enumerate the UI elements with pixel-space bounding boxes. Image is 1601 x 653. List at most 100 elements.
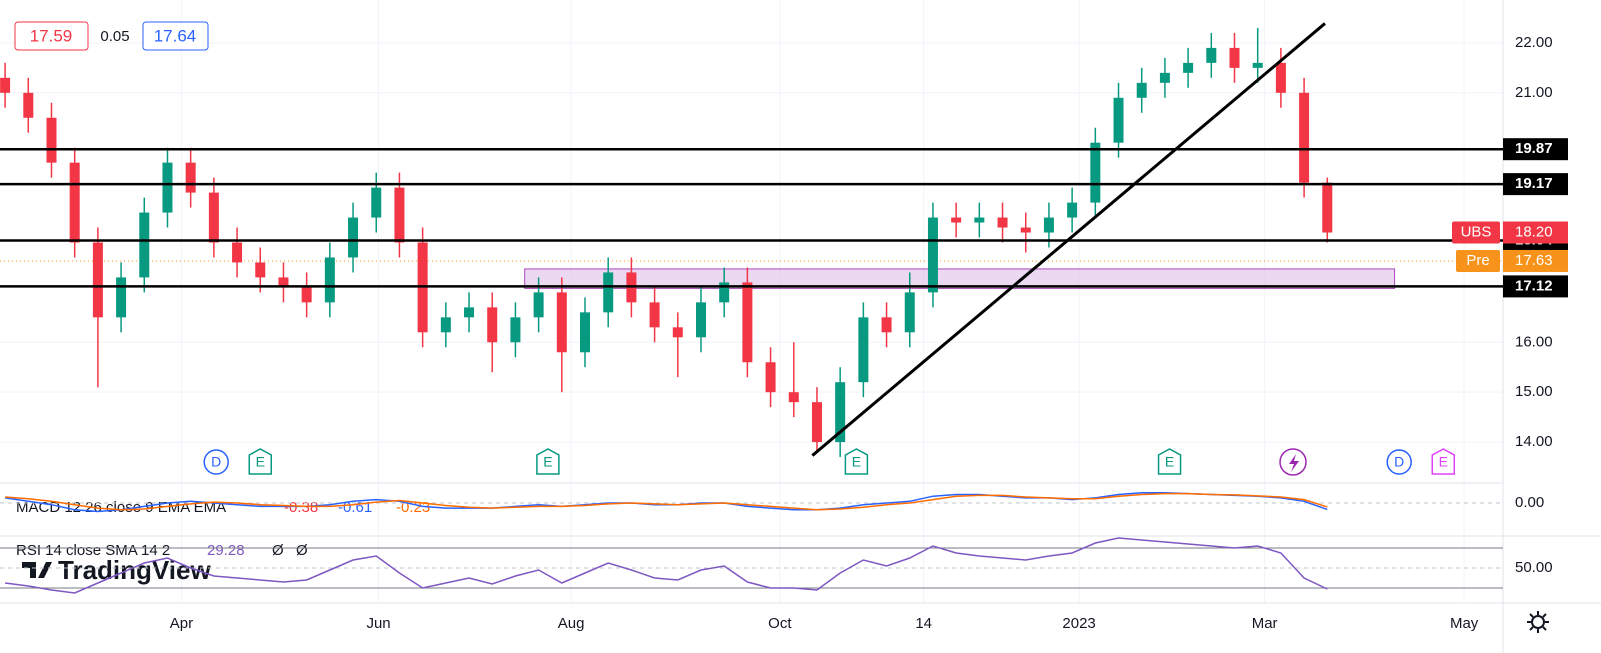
candle-body [324, 257, 335, 303]
y-tick-label: 21.00 [1515, 84, 1553, 101]
event-badge [203, 449, 229, 475]
settings-icon[interactable] [1527, 611, 1549, 633]
pre-price-box [1503, 249, 1568, 272]
ask-box[interactable] [142, 21, 209, 51]
y-tick-label: 15.00 [1515, 383, 1553, 400]
rsi-extra: Ø [296, 542, 308, 559]
event-badge [1386, 449, 1412, 475]
candle-body [1043, 217, 1054, 233]
candle-body [487, 307, 498, 343]
x-tick-label: Apr [170, 615, 193, 632]
candle-body [974, 217, 985, 223]
event-badge [1157, 448, 1182, 475]
candle-body [951, 217, 962, 223]
event-badge [536, 448, 560, 475]
last-price-label: 18.20 [1515, 223, 1553, 240]
candle-body [92, 242, 103, 318]
candle-body [1113, 97, 1124, 143]
candle-body [232, 242, 243, 263]
candle-body [742, 282, 753, 363]
candle-body [1183, 62, 1194, 73]
candle-body [46, 117, 57, 163]
level-label-box [1503, 173, 1568, 196]
rsi-value: 29.28 [207, 542, 245, 559]
level-label: 19.17 [1515, 175, 1553, 192]
event-marker[interactable]: D [203, 449, 229, 475]
candle-body [788, 392, 799, 403]
price-zone [524, 268, 1396, 289]
event-marker[interactable]: E [1431, 448, 1456, 475]
y-tick-label: 0.00 [1515, 494, 1544, 511]
event-marker[interactable]: E [248, 448, 273, 475]
candle-body [440, 317, 451, 333]
event-label: E [1165, 454, 1174, 470]
watermark: TradingView [58, 555, 211, 585]
event-marker[interactable]: D [1386, 449, 1412, 475]
candle-body [301, 287, 312, 303]
event-marker[interactable]: E [1157, 448, 1182, 475]
candle-body [1067, 202, 1078, 218]
spread: 0.05 [100, 28, 129, 45]
gear [1531, 615, 1545, 629]
x-tick-label: Mar [1252, 615, 1278, 632]
candle-body [811, 402, 822, 443]
rsi-label: RSI 14 close SMA 14 2 [16, 542, 170, 559]
event-label: E [256, 454, 265, 470]
candle-body [719, 282, 730, 303]
pre-price-label: 17.63 [1515, 252, 1553, 269]
event-label: E [543, 454, 552, 470]
candle-body [695, 302, 706, 338]
ask: 17.64 [154, 26, 197, 45]
bid-box[interactable] [14, 21, 89, 51]
candle-body [278, 277, 289, 288]
symbol-label: UBS [1461, 223, 1492, 240]
x-tick-label: May [1450, 615, 1479, 632]
candle-body [139, 212, 150, 278]
event-badge [1431, 448, 1456, 475]
logo-icon [22, 562, 52, 578]
candle-body [881, 317, 892, 333]
candle-body [649, 302, 660, 328]
bid: 17.59 [30, 26, 73, 45]
y-tick-label: 14.00 [1515, 433, 1553, 450]
candle-body [997, 217, 1008, 228]
candle-body [1322, 182, 1333, 233]
candle-body [556, 292, 567, 353]
event-badge [844, 448, 869, 475]
candle-body [835, 382, 846, 443]
candle-body [672, 327, 683, 338]
candle-body [1206, 47, 1217, 63]
candle-body [1159, 72, 1170, 83]
event-label: D [211, 454, 221, 470]
pre-label: Pre [1466, 252, 1489, 269]
last-price-box [1503, 221, 1568, 244]
trendline [811, 22, 1326, 457]
candle-body [116, 277, 127, 318]
x-tick-label: Aug [558, 615, 585, 632]
x-tick-label: 2023 [1062, 615, 1095, 632]
logo: TradingView [22, 555, 211, 585]
macd-hist-value: -0.38 [284, 499, 318, 516]
event-label: E [852, 454, 861, 470]
rsi-extra: Ø [272, 542, 284, 559]
candle-body [1090, 142, 1101, 203]
candle-body [255, 262, 266, 278]
signal-line [5, 492, 1328, 511]
level-label-box [1503, 138, 1568, 161]
candle-body [208, 192, 219, 243]
event-badge [248, 448, 273, 475]
level-label: 17.12 [1515, 277, 1553, 294]
event-marker[interactable]: E [844, 448, 869, 475]
candle-body [1136, 82, 1147, 98]
candle-body [1020, 227, 1031, 233]
gear-teeth [1527, 611, 1549, 633]
x-tick-label: Oct [768, 615, 792, 632]
candle-body [464, 307, 475, 318]
candle-body [0, 77, 11, 93]
event-marker[interactable]: E [536, 448, 560, 475]
candle-body [1275, 62, 1286, 93]
candle-body [927, 217, 938, 293]
candle-body [580, 312, 591, 353]
candle-body [904, 292, 915, 333]
